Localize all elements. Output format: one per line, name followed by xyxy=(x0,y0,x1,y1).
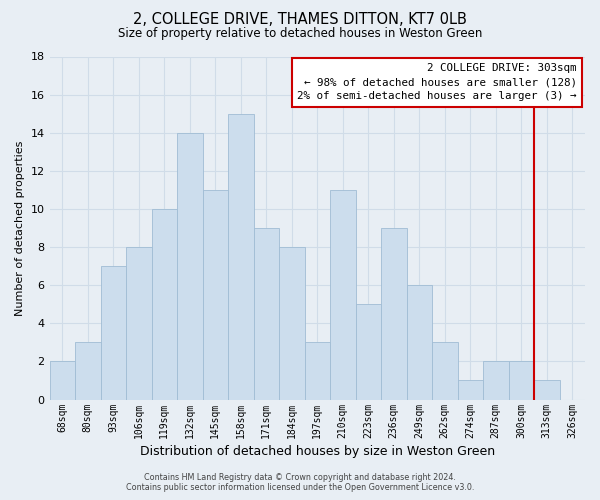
Bar xyxy=(101,266,126,400)
Bar xyxy=(381,228,407,400)
Bar xyxy=(228,114,254,400)
Bar xyxy=(330,190,356,400)
Bar xyxy=(75,342,101,400)
Bar xyxy=(509,362,534,400)
Text: 2, COLLEGE DRIVE, THAMES DITTON, KT7 0LB: 2, COLLEGE DRIVE, THAMES DITTON, KT7 0LB xyxy=(133,12,467,28)
Bar xyxy=(254,228,279,400)
Bar xyxy=(279,247,305,400)
Y-axis label: Number of detached properties: Number of detached properties xyxy=(15,140,25,316)
Bar xyxy=(126,247,152,400)
Bar xyxy=(534,380,560,400)
Bar xyxy=(407,285,432,400)
Bar xyxy=(458,380,483,400)
Bar xyxy=(203,190,228,400)
Bar xyxy=(305,342,330,400)
Bar xyxy=(432,342,458,400)
Text: Contains HM Land Registry data © Crown copyright and database right 2024.
Contai: Contains HM Land Registry data © Crown c… xyxy=(126,473,474,492)
Bar xyxy=(177,132,203,400)
Text: 2 COLLEGE DRIVE: 303sqm
← 98% of detached houses are smaller (128)
2% of semi-de: 2 COLLEGE DRIVE: 303sqm ← 98% of detache… xyxy=(298,64,577,102)
Text: Size of property relative to detached houses in Weston Green: Size of property relative to detached ho… xyxy=(118,28,482,40)
X-axis label: Distribution of detached houses by size in Weston Green: Distribution of detached houses by size … xyxy=(140,444,495,458)
Bar xyxy=(50,362,75,400)
Bar xyxy=(152,209,177,400)
Bar xyxy=(483,362,509,400)
Bar xyxy=(356,304,381,400)
